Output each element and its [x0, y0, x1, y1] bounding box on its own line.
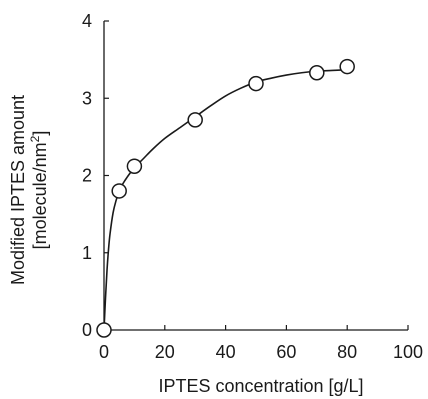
- fit-curve: [103, 68, 348, 331]
- x-axis-label: IPTES concentration [g/L]: [158, 376, 363, 396]
- data-point: [309, 65, 325, 81]
- data-point: [96, 322, 112, 338]
- data-point: [111, 183, 127, 199]
- x-tick-label: 80: [337, 342, 357, 362]
- y-axis-label-unit-close: ]: [30, 131, 50, 136]
- x-tick-label: 40: [216, 342, 236, 362]
- data-point: [126, 158, 143, 174]
- x-tick-label: 100: [393, 342, 423, 362]
- ticks: 0 20 40 60 80 100 0 1 2 3 4: [82, 11, 423, 362]
- y-tick-label: 4: [82, 11, 92, 31]
- y-tick-label: 2: [82, 166, 92, 186]
- data-point: [339, 58, 355, 75]
- y-axis-label: Modified IPTES amount [molecule/nm2]: [8, 95, 50, 285]
- y-tick-label: 1: [82, 243, 92, 263]
- x-tick-label: 20: [155, 342, 175, 362]
- x-tick-label: 60: [276, 342, 296, 362]
- y-axis-label-unit-sup: 2: [28, 135, 42, 142]
- x-tick-label: 0: [99, 342, 109, 362]
- fit-curve-layer: [103, 68, 348, 331]
- y-tick-label: 0: [82, 320, 92, 340]
- y-tick-label: 3: [82, 88, 92, 108]
- y-axis-label-line2: [molecule/nm2]: [28, 131, 50, 250]
- data-point: [187, 112, 203, 128]
- data-points: [96, 58, 355, 338]
- data-point: [248, 75, 264, 92]
- y-axis-label-line1: Modified IPTES amount: [8, 95, 28, 285]
- y-axis-label-unit: [molecule/nm: [30, 142, 50, 249]
- axes: [103, 21, 408, 331]
